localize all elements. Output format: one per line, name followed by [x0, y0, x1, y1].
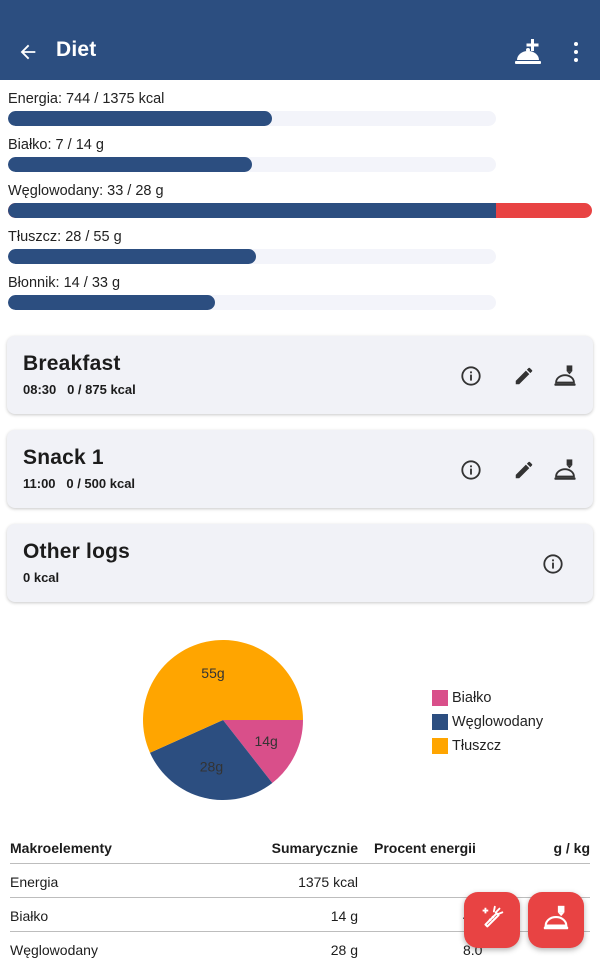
nutrient-energy: Energia: 744 / 1375 kcal	[8, 90, 598, 126]
table-cell: Energia	[10, 874, 59, 890]
meal-card-snack-1[interactable]: Snack 1 11:00 0 / 500 kcal	[7, 430, 593, 508]
legend-label: Węglowodany	[452, 714, 544, 730]
legend-item-carbs: Węglowodany	[432, 710, 543, 734]
nutrient-fat: Tłuszcz: 28 / 55 g	[8, 228, 598, 264]
app-bar: Diet	[0, 0, 600, 80]
nutrient-label: Błonnik: 14 / 33 g	[8, 275, 121, 291]
macro-pie-chart: 14g 28g 55g	[143, 640, 303, 800]
pie-slice-label: 28g	[200, 759, 223, 775]
table-cell: Białko	[10, 908, 49, 924]
legend-label: Białko	[452, 690, 492, 706]
table-header-cell: g / kg	[553, 840, 590, 856]
nutrient-carbs: Węglowodany: 33 / 28 g	[8, 182, 598, 218]
nutrient-progress-bar	[8, 157, 496, 172]
meal-card-other-logs[interactable]: Other logs 0 kcal	[7, 524, 593, 602]
pie-slice-label: 14g	[254, 733, 277, 749]
meal-meta: 11:00 0 / 500 kcal	[23, 476, 136, 491]
pie-slice-białko	[223, 720, 303, 784]
meal-meta: 0 kcal	[23, 570, 60, 585]
meal-name: Other logs	[23, 540, 131, 563]
nutrient-progress-fill	[8, 111, 272, 126]
nutrient-progress-bar	[8, 203, 592, 218]
legend-swatch	[432, 738, 448, 754]
pie-slice-label: 55g	[201, 665, 224, 681]
add-meal-button[interactable]	[528, 892, 584, 948]
table-cell: 1375 kcal	[298, 874, 358, 890]
room-service-add-icon	[541, 903, 571, 938]
meal-meta: 08:30 0 / 875 kcal	[23, 382, 136, 397]
food-carrot-add-icon	[477, 903, 507, 938]
nutrient-label: Białko: 7 / 14 g	[8, 137, 104, 153]
room-service-add-icon[interactable]	[551, 456, 579, 484]
table-cell: Węglowodany	[10, 942, 98, 958]
arrow-left-icon[interactable]	[14, 38, 42, 66]
info-icon[interactable]	[457, 362, 485, 390]
nutrient-label: Energia: 744 / 1375 kcal	[8, 91, 165, 107]
info-icon[interactable]	[457, 456, 485, 484]
dots-vertical-icon[interactable]	[564, 38, 588, 66]
legend-swatch	[432, 690, 448, 706]
table-row: Energia 1375 kcal	[10, 864, 590, 898]
table-header: Makroelementy Sumarycznie Procent energi…	[10, 830, 590, 864]
nutrient-label: Tłuszcz: 28 / 55 g	[8, 229, 122, 245]
macro-chart: 14g 28g 55g Białko Węglowodany Tłuszcz	[0, 630, 600, 810]
nutrient-progress-bar	[8, 249, 496, 264]
legend-item-protein: Białko	[432, 686, 543, 710]
table-cell: 28 g	[330, 942, 358, 958]
nutrient-fiber: Błonnik: 14 / 33 g	[8, 274, 598, 310]
legend-label: Tłuszcz	[452, 738, 502, 754]
meal-name: Breakfast	[23, 352, 121, 375]
meal-card-breakfast[interactable]: Breakfast 08:30 0 / 875 kcal	[7, 336, 593, 414]
table-cell: 14 g	[330, 908, 358, 924]
nutrient-progress-bar	[8, 295, 496, 310]
nutrient-protein: Białko: 7 / 14 g	[8, 136, 598, 172]
pencil-icon[interactable]	[510, 456, 538, 484]
meal-name: Snack 1	[23, 446, 104, 469]
table-header-cell: Sumarycznie	[271, 840, 358, 856]
nutrient-progress-bar	[8, 111, 496, 126]
room-service-add-icon[interactable]	[551, 362, 579, 390]
table-header-cell: Makroelementy	[10, 840, 112, 856]
pie-slice-węglowodany	[149, 720, 273, 800]
nutrient-progress-fill	[8, 203, 496, 218]
page-title: Diet	[56, 38, 97, 61]
legend-item-fat: Tłuszcz	[432, 734, 543, 758]
table-header-cell: Procent energii	[374, 840, 476, 856]
legend-swatch	[432, 714, 448, 730]
nutrient-progress-fill	[8, 295, 215, 310]
nutrient-progress-fill	[8, 157, 252, 172]
info-icon[interactable]	[539, 550, 567, 578]
add-product-button[interactable]	[464, 892, 520, 948]
pencil-icon[interactable]	[510, 362, 538, 390]
pie-slice-tłuszcz	[143, 640, 303, 753]
room-service-plus-icon[interactable]	[512, 36, 544, 68]
chart-legend: Białko Węglowodany Tłuszcz	[432, 686, 543, 758]
nutrient-label: Węglowodany: 33 / 28 g	[8, 183, 164, 199]
nutrient-progress-fill	[8, 249, 257, 264]
